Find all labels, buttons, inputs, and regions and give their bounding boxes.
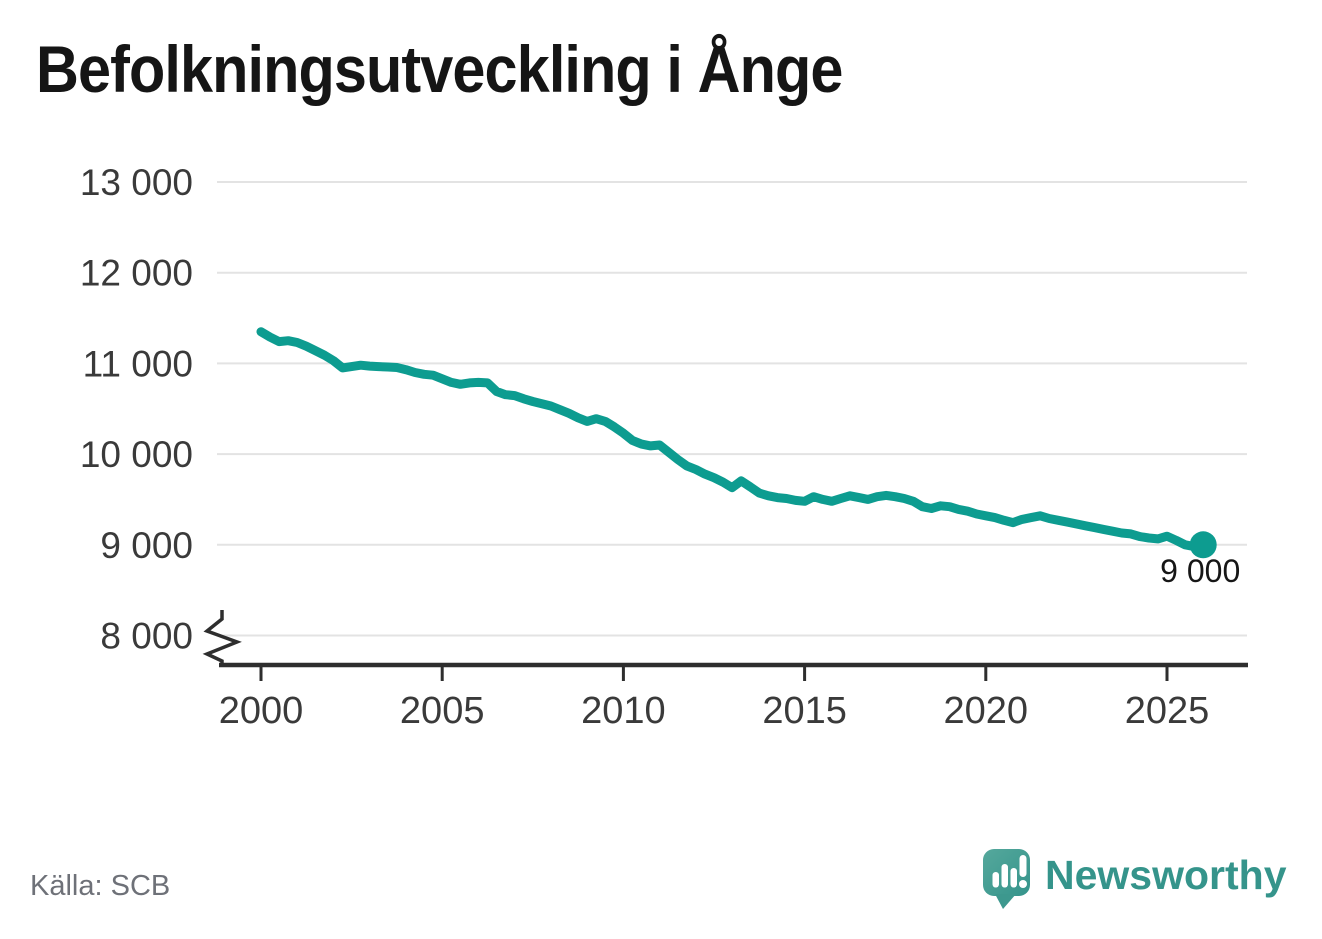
- y-axis-tick-label: 8 000: [100, 616, 193, 657]
- bar-tall-icon: [1001, 864, 1008, 888]
- source-note: Källa: SCB: [30, 870, 171, 902]
- y-axis-tick-label: 12 000: [80, 253, 193, 294]
- bar-medium-icon: [1010, 868, 1017, 888]
- end-value-label: 9 000: [1160, 553, 1240, 589]
- chart-canvas: 13 000 12 000 11 000 10 000 9 000 8 000 2000 20…: [80, 162, 1248, 732]
- y-axis-tick-label: 10 000: [80, 434, 193, 475]
- chart-title: Befolkningsutveckling i Ånge: [36, 32, 843, 106]
- bar-short-icon: [992, 872, 999, 888]
- x-axis-tick-label: 2010: [581, 690, 666, 732]
- x-axis-tick-label: 2005: [400, 690, 485, 732]
- newsworthy-logo: Newsworthy: [978, 842, 1308, 920]
- y-axis-tick-label: 13 000: [80, 162, 193, 203]
- speech-bubble-bar-chart-icon: [983, 849, 1030, 909]
- exclamation-bar-icon: [1019, 855, 1027, 877]
- y-axis-break-icon: [202, 610, 242, 667]
- x-axis-tick-label: 2020: [944, 690, 1029, 732]
- x-axis-tick-label: 2000: [219, 690, 304, 732]
- population-line: [256, 327, 1208, 552]
- x-axis-tick-label: 2025: [1125, 690, 1210, 732]
- end-point-marker: [1189, 531, 1217, 559]
- exclamation-dot-icon: [1019, 880, 1027, 888]
- newsworthy-wordmark: Newsworthy: [1045, 852, 1287, 898]
- y-axis-tick-label: 9 000: [100, 525, 193, 566]
- x-axis-tick-label: 2015: [762, 690, 847, 732]
- y-axis-tick-label: 11 000: [83, 343, 193, 384]
